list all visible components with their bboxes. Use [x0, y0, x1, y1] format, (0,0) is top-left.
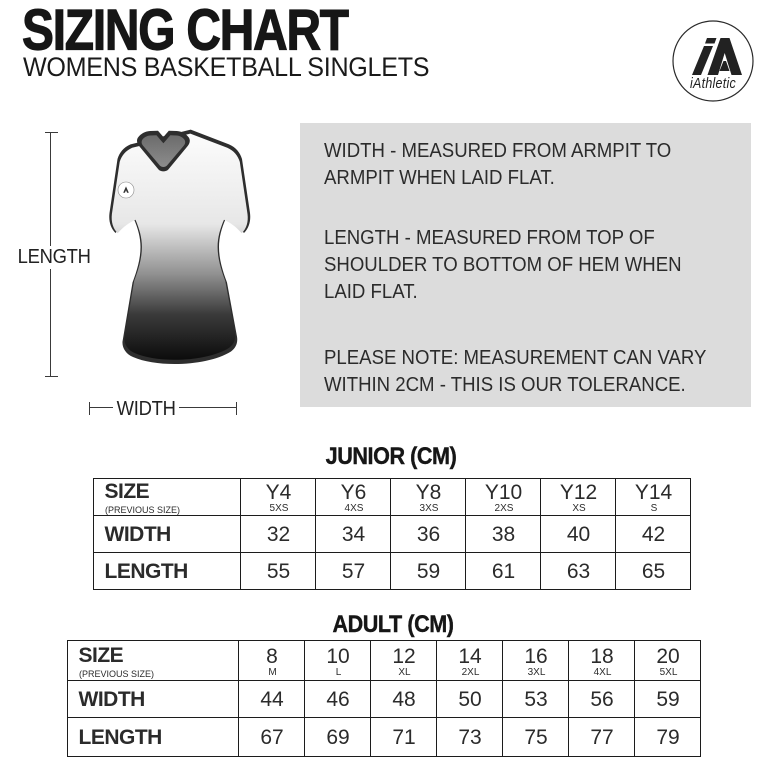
svg-text:iAthletic: iAthletic: [690, 76, 736, 92]
